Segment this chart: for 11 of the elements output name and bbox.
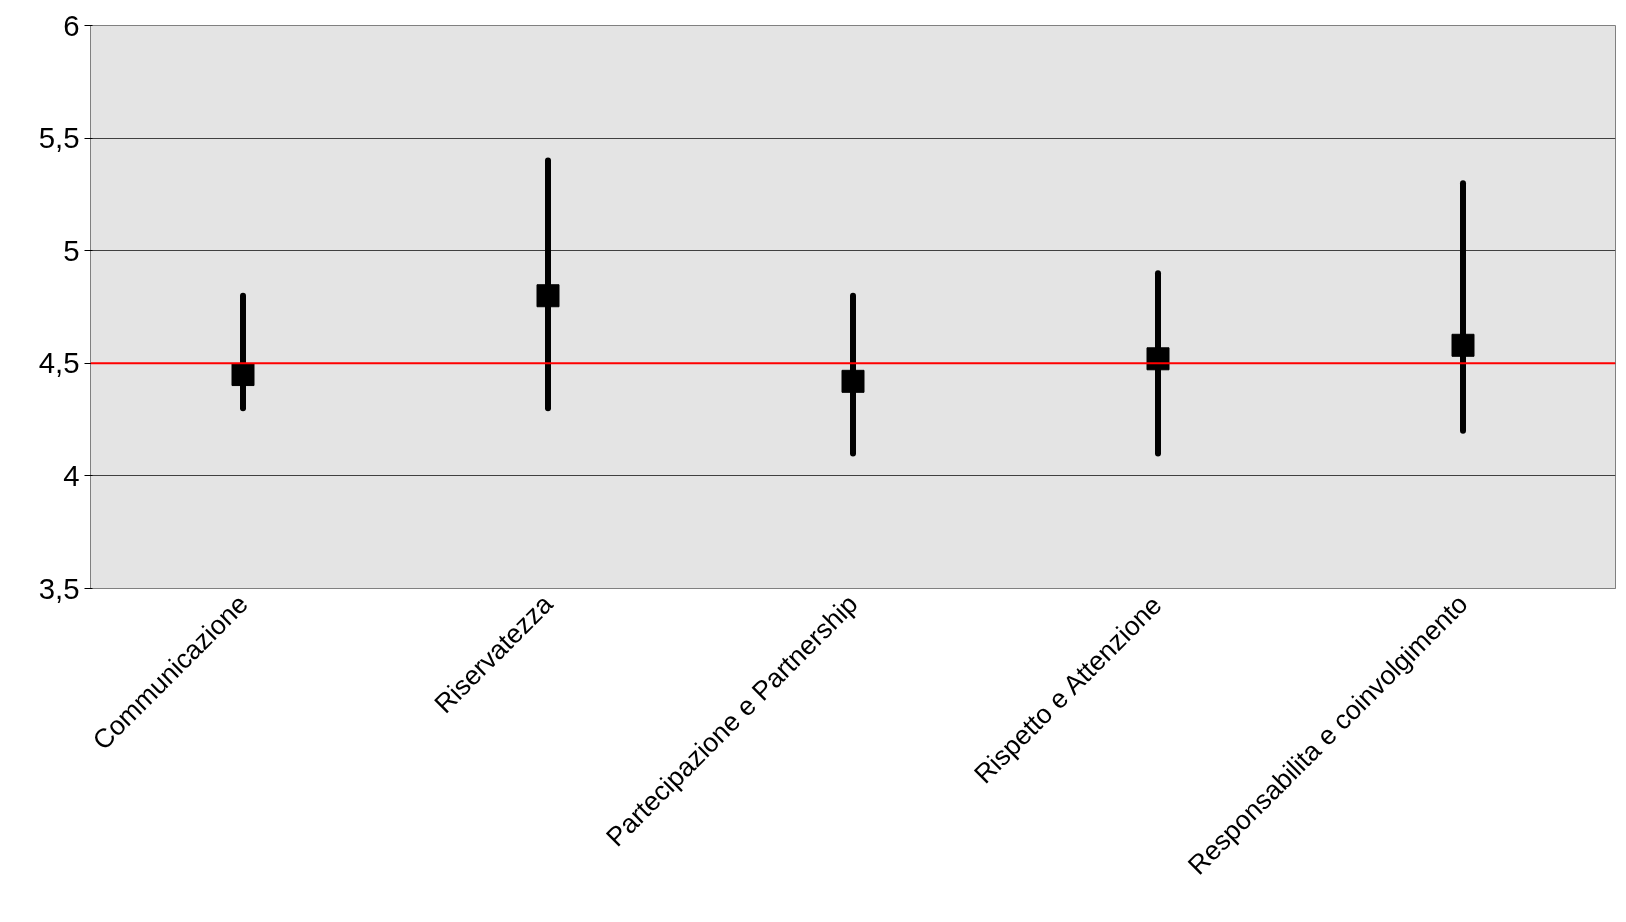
point bbox=[841, 369, 865, 393]
point bbox=[231, 363, 255, 387]
point bbox=[1451, 333, 1475, 357]
y-tick-label: 4,5 bbox=[38, 346, 80, 380]
y-tick-label: 3,5 bbox=[38, 571, 80, 605]
y-tick-label: 5,5 bbox=[38, 121, 80, 155]
y-tick-label: 6 bbox=[63, 8, 80, 42]
y-tick-label: 5 bbox=[63, 233, 80, 267]
point bbox=[1146, 347, 1170, 371]
y-tick-label: 4 bbox=[63, 458, 80, 492]
point bbox=[536, 284, 560, 308]
